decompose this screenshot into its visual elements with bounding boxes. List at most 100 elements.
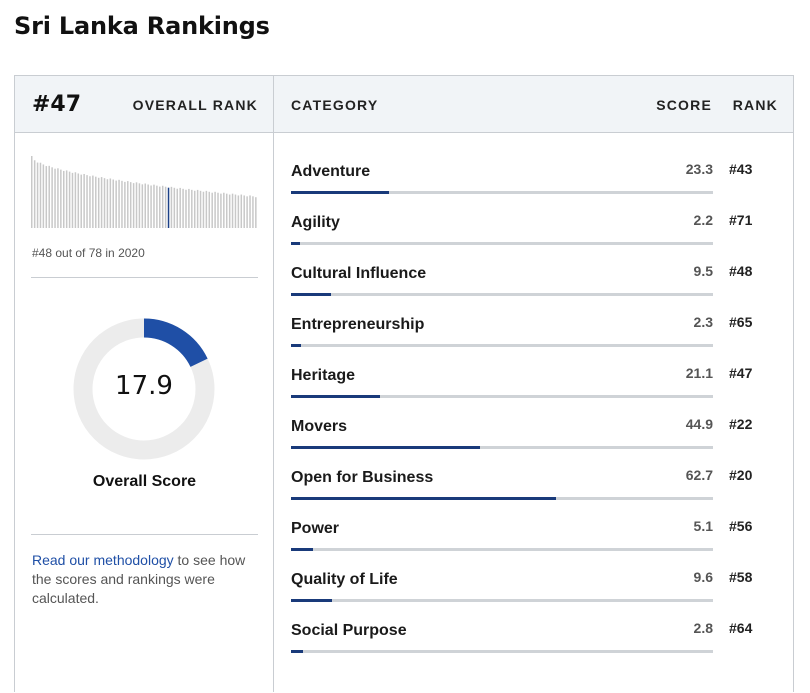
rank-bar [249,195,251,228]
rank-bar [124,181,126,228]
score-bar-track [291,446,713,449]
highlight-bar [167,187,170,228]
header-rank: RANK [732,97,778,113]
rank-bar [228,194,231,228]
rank-bar [141,184,144,228]
score-bar-fill [291,446,481,449]
rank-bar [173,187,176,228]
table-row: Power 5.1 #56 [274,510,793,561]
methodology-text: to see how the scores and rankings were … [32,552,246,606]
rank-bar [63,170,65,228]
rank-bar [193,190,196,228]
rank-bar [196,189,199,228]
table-header: CATEGORY SCORE RANK [274,76,793,133]
category-score: 9.6 [693,569,713,585]
rank-bar [89,176,91,228]
category-score: 62.7 [685,467,713,483]
table-row: Open for Business 62.7 #20 [274,459,793,510]
category-rank: #48 [729,263,753,279]
rank-bar [129,182,132,228]
rank-bar [83,173,85,228]
header-category: CATEGORY [291,97,379,113]
category-score: 2.8 [693,620,713,636]
category-score: 5.1 [693,518,713,534]
rankings-panel: #47 OVERALL RANK #48 out of 78 in 2020 1… [14,75,794,692]
rank-bar [103,178,106,228]
overall-score-donut [73,318,215,460]
rank-bar [112,179,114,228]
table-row: Entrepreneurship 2.3 #65 [274,306,793,357]
category-name: Adventure [291,163,371,180]
rank-history-chart [31,156,257,228]
overall-rank-value: #47 [32,92,82,117]
category-rank: #58 [729,569,753,585]
rank-bar [121,180,123,228]
rank-bar [176,188,179,228]
rank-bar [71,172,74,228]
rank-bar [80,174,82,228]
category-table: CATEGORY SCORE RANK Adventure 23.3 #43 Agil… [274,76,793,692]
category-rank: #71 [729,212,753,228]
category-name: Agility [291,214,340,231]
table-row: Agility 2.2 #71 [274,204,793,255]
category-score: 23.3 [685,161,713,177]
category-name: Entrepreneurship [291,316,425,333]
rank-bar [202,191,205,228]
rank-bar [138,183,141,228]
table-row: Movers 44.9 #22 [274,408,793,459]
header-score: SCORE [656,97,712,113]
rank-bar [156,185,158,228]
score-bar-fill [291,497,556,500]
rank-bar [48,165,50,228]
rank-bar [255,197,257,228]
category-score: 21.1 [685,365,713,381]
score-bar-track [291,293,713,296]
rank-bar [60,169,62,228]
rank-bar [214,191,216,228]
rank-bar [57,168,59,228]
score-bar-track [291,650,713,653]
overall-rank-label: OVERALL RANK [132,97,258,113]
category-score: 2.2 [693,212,713,228]
rank-bar [240,194,243,228]
rank-bar [191,189,193,228]
methodology-link[interactable]: Read our methodology [32,552,174,568]
rank-bar [74,172,77,228]
rank-bar [68,171,71,228]
rank-bar [147,184,149,228]
rank-bar [97,177,100,228]
score-bar-fill [291,344,301,347]
score-bar-fill [291,395,381,398]
donut-fill [73,318,215,460]
divider [31,277,258,278]
category-name: Open for Business [291,469,434,486]
table-row: Quality of Life 9.6 #58 [274,561,793,612]
rank-bar [164,186,167,228]
rank-bar [95,176,97,228]
rank-bar [109,178,112,228]
category-score: 9.5 [693,263,713,279]
score-bar-track [291,191,713,194]
overall-score-label: Overall Score [92,473,197,490]
category-rank: #64 [729,620,753,636]
rank-bar [106,179,109,228]
rank-bar [237,195,240,228]
rank-bar [100,177,103,228]
score-bar-fill [291,599,332,602]
table-row: Adventure 23.3 #43 [274,153,793,204]
rank-bar [150,185,152,228]
score-bar-track [291,548,713,551]
category-score: 44.9 [685,416,713,432]
rank-bar [33,160,36,228]
rank-bar [182,188,184,228]
rank-bar [144,183,146,228]
rank-bar [77,173,80,228]
rank-bar [199,190,202,228]
rank-bar [118,179,120,228]
overall-rank-header: #47 OVERALL RANK [15,76,273,133]
rank-bar [51,167,53,228]
category-rank: #65 [729,314,753,330]
category-name: Movers [291,418,348,435]
score-bar-track [291,395,713,398]
category-name: Heritage [291,367,356,384]
